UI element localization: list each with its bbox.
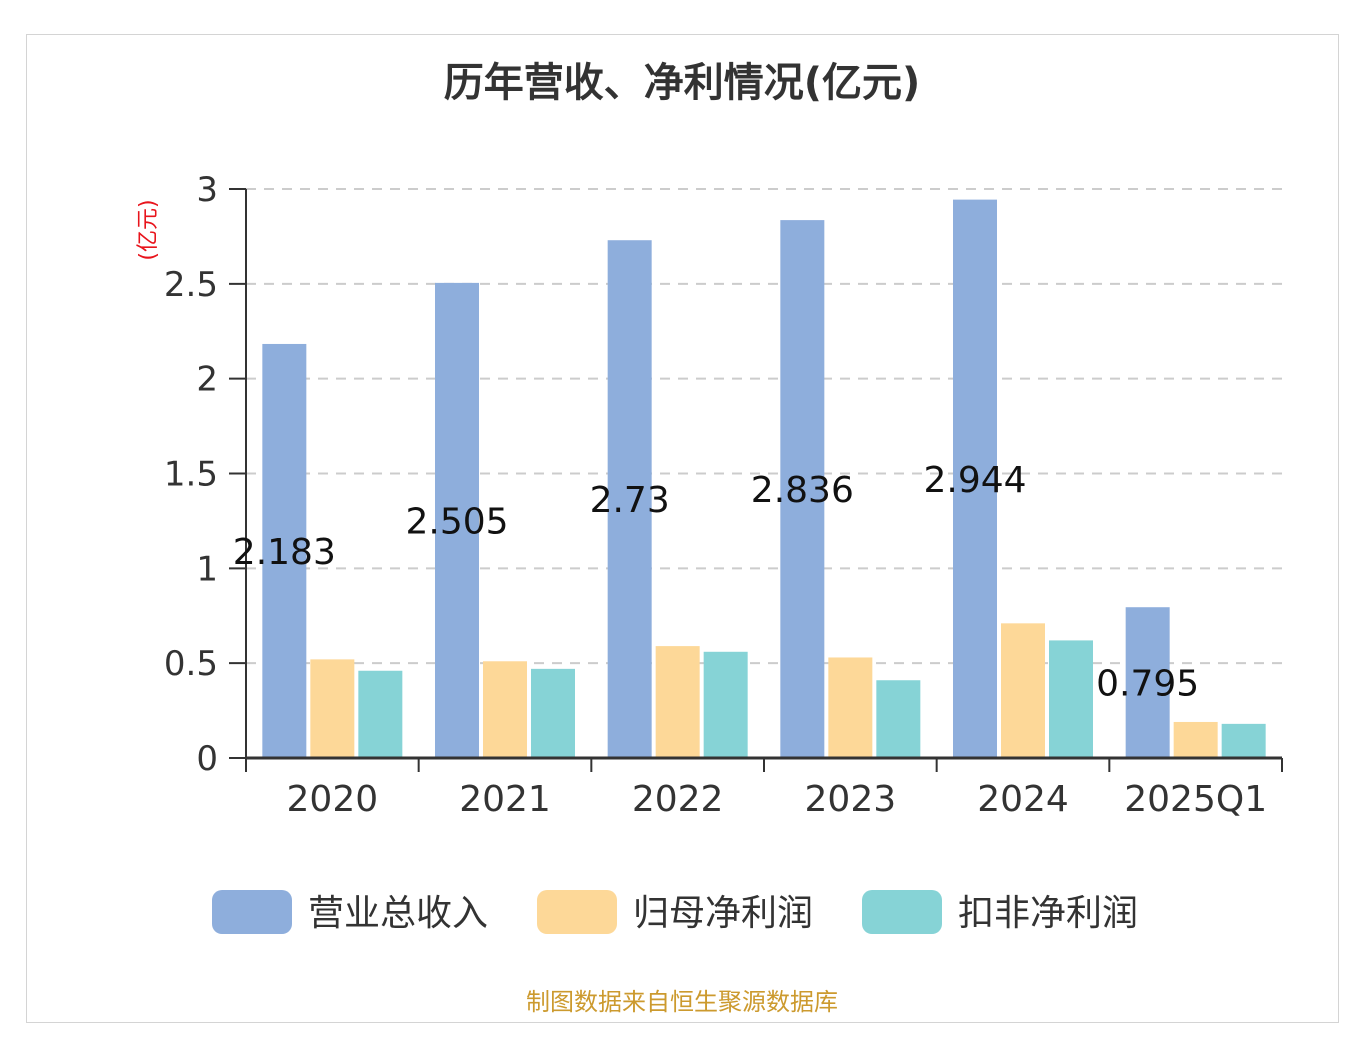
data-label-2020: 2.183 [233, 532, 336, 573]
x-tick-label-5: 2025Q1 [1124, 779, 1267, 820]
gridlines [246, 188, 1282, 665]
bar-3-2022 [703, 651, 748, 758]
y-tick-label-3: 1.5 [164, 455, 218, 495]
y-tick-label-6: 3 [196, 170, 218, 210]
bar-3-2024 [1049, 640, 1093, 758]
bar-2-2025Q1 [1173, 721, 1218, 758]
bar-1-2021 [435, 282, 479, 758]
y-tick-label-2: 1 [196, 549, 218, 589]
legend-label-2: 归母净利润 [633, 893, 813, 934]
bar-2-2023 [828, 657, 873, 758]
legend: 营业总收入 归母净利润 扣非净利润 [212, 890, 1138, 934]
bar-2-2022 [655, 646, 700, 758]
legend-swatch-3 [862, 890, 942, 934]
bar-3-2025Q1 [1221, 723, 1266, 758]
data-label-2024: 2.944 [923, 460, 1026, 501]
chart-title: 历年营收、净利情况(亿元) [444, 60, 921, 106]
y-axis-unit-label: (亿元) [136, 199, 161, 260]
y-tick-label-1: 0.5 [164, 644, 218, 684]
y-tick-label-4: 2 [196, 360, 218, 400]
bar-3-2020 [358, 670, 403, 758]
bar-1-2024 [953, 199, 997, 758]
data-label-2022: 2.73 [590, 480, 670, 521]
chart-frame [26, 34, 1339, 1023]
axes: 0 0.5 1 1.5 2 2.5 3 2020 2021 2022 2023 2024 2025Q1 [164, 170, 1283, 820]
x-tick-label-0: 2020 [287, 779, 379, 820]
x-tick-label-1: 2021 [459, 779, 551, 820]
x-tick-label-4: 2024 [977, 779, 1069, 820]
bar-1-2020 [262, 343, 307, 758]
legend-swatch-2 [537, 890, 617, 934]
legend-label-1: 营业总收入 [308, 893, 488, 934]
legend-label-3: 扣非净利润 [958, 893, 1138, 934]
bar-3-2021 [531, 668, 575, 758]
data-label-2021: 2.505 [405, 501, 508, 542]
bar-3-2023 [876, 680, 921, 758]
bar-1-2023 [780, 220, 825, 758]
bar-2-2021 [483, 661, 527, 758]
legend-swatch-1 [212, 890, 292, 934]
x-tick-label-3: 2023 [805, 779, 897, 820]
source-note: 制图数据来自恒生聚源数据库 [526, 988, 838, 1016]
bar-2-2024 [1001, 623, 1045, 758]
data-label-2025Q1: 0.795 [1096, 664, 1199, 705]
bars [262, 199, 1266, 758]
x-tick-label-2: 2022 [632, 779, 724, 820]
bar-1-2025Q1 [1125, 607, 1170, 758]
data-label-2023: 2.836 [751, 470, 854, 511]
y-tick-label-5: 2.5 [164, 265, 218, 305]
y-tick-label-0: 0 [196, 739, 218, 779]
bar-1-2022 [607, 240, 652, 758]
data-labels: 2.183 2.505 2.73 2.836 2.944 0.795 [233, 460, 1199, 705]
bar-2-2020 [310, 659, 355, 758]
